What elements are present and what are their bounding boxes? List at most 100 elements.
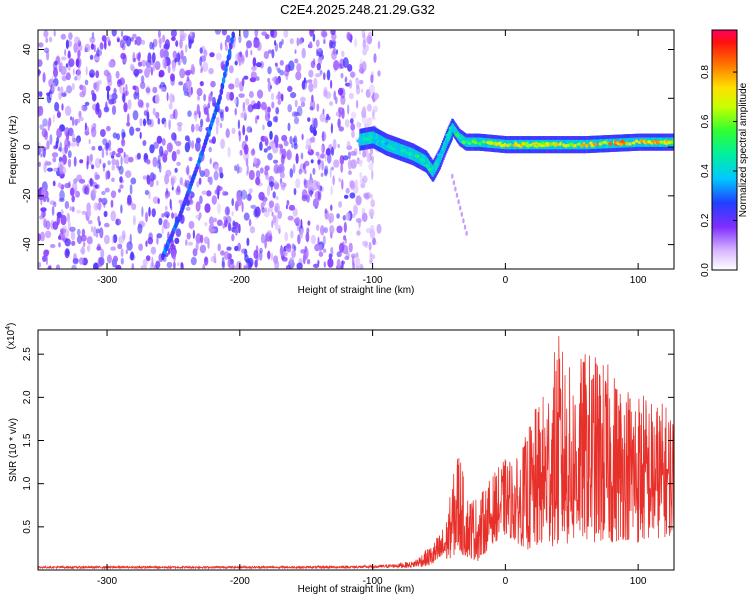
spectrogram-noise-blob: [187, 241, 194, 246]
spectrogram-noise-blob: [246, 237, 250, 247]
spectrogram-noise-blob: [71, 240, 76, 246]
spectrogram-noise-blob: [343, 235, 347, 241]
spectrogram-noise-blob: [198, 177, 202, 185]
spectrogram-noise-blob: [43, 30, 49, 38]
spectrogram-noise-blob: [336, 49, 338, 55]
spectrogram-noise-blob: [215, 116, 220, 127]
spectrogram-noise-blob: [267, 77, 270, 83]
spectrogram-noise-blob: [112, 132, 118, 139]
spectrogram-noise-blob: [53, 67, 58, 78]
spectrogram-noise-blob: [377, 70, 381, 77]
spectrogram-noise-blob: [106, 254, 112, 264]
spectrogram-noise-blob: [39, 124, 44, 130]
spectrogram-noise-blob: [330, 204, 333, 211]
spectrogram-noise-blob: [238, 223, 241, 234]
spectrogram-noise-blob: [43, 162, 47, 173]
spectrogram-noise-blob: [126, 241, 133, 251]
spectrogram-noise-blob: [270, 92, 275, 101]
spectrogram-noise-blob: [166, 261, 173, 269]
spectrogram-noise-blob: [336, 213, 340, 219]
spectrogram-noise-blob: [313, 263, 320, 268]
spectrogram-noise-blob: [236, 163, 240, 174]
spectrogram-noise-blob: [117, 38, 120, 43]
spectrogram-noise-blob: [307, 220, 311, 226]
spectrogram-noise-blob: [81, 228, 86, 237]
spectrogram-noise-blob: [256, 115, 260, 120]
spectrogram-noise-blob: [58, 242, 61, 248]
spectrogram-noise-blob: [292, 208, 298, 217]
spectrogram-x-tick-label: 100: [630, 275, 647, 286]
spectrogram-noise-blob: [348, 170, 352, 176]
spectrogram-noise-blob: [132, 85, 137, 90]
signal-band: [456, 128, 458, 138]
snr-y-tick-label: 1.5: [22, 433, 33, 447]
spectrogram-noise-blob: [366, 44, 369, 52]
spectrogram-noise-blob: [119, 39, 124, 49]
spectrogram-noise-blob: [40, 231, 45, 242]
spectrogram-noise-blob: [231, 210, 234, 217]
signal-band: [425, 155, 427, 168]
spectrogram-noise-blob: [42, 72, 46, 83]
spectrogram-noise-blob: [150, 246, 157, 255]
spectrogram-noise-blob: [121, 128, 126, 140]
spectrogram-noise-blob: [152, 196, 160, 204]
spectrogram-noise-blob: [274, 202, 280, 213]
spectrogram-noise-blob: [249, 77, 257, 83]
spectrogram-noise-blob: [121, 95, 125, 101]
spectrogram-noise-blob: [345, 212, 351, 221]
snr-x-ticks: -300 -200 -100 0 100: [97, 330, 647, 587]
spectrogram-noise-blob: [153, 141, 159, 149]
colorbar-tick-label: 0.2: [700, 213, 711, 227]
spectrogram-noise-blob: [137, 99, 144, 108]
spectrogram-noise-blob: [63, 228, 70, 238]
spectrogram-noise-blob: [158, 217, 163, 226]
spectrogram-noise-blob: [57, 86, 61, 92]
spectrogram-noise-blob: [159, 145, 164, 157]
spectrogram-noise-blob: [185, 239, 188, 246]
spectrogram-noise-blob: [349, 192, 356, 199]
spectrogram-noise-blob: [38, 42, 44, 48]
spectrogram-streak-blob: [221, 76, 226, 84]
spectrogram-noise-blob: [243, 144, 249, 155]
spectrogram-noise-blob: [289, 38, 294, 45]
spectrogram-noise-blob: [74, 36, 81, 45]
spectrogram-noise-blob: [108, 98, 115, 105]
spectrogram-noise-blob: [367, 31, 373, 38]
signal-band: [612, 138, 614, 149]
spectrogram-noise-blob: [350, 123, 356, 131]
spectrogram-noise-blob: [249, 127, 253, 133]
spectrogram-noise-blob: [234, 165, 238, 172]
colorbar-tick-label: 0.0: [700, 263, 711, 277]
spectrogram-noise-blob: [76, 174, 83, 182]
spectrogram-noise-blob: [161, 138, 166, 146]
spectrogram-noise-blob: [154, 93, 160, 105]
spectrogram-noise-blob: [195, 233, 202, 244]
spectrogram-noise-blob: [234, 77, 240, 88]
spectrogram-noise-blob: [64, 144, 68, 154]
spectrogram-noise-blob: [259, 167, 264, 174]
spectrogram-noise-blob: [328, 253, 333, 260]
spectrogram-noise-blob: [260, 233, 266, 244]
spectrogram-noise-blob: [53, 77, 59, 87]
spectrogram-noise-blob: [129, 184, 133, 195]
spectrogram-noise-blob: [156, 236, 159, 245]
colorbar-tick-label: 0.4: [700, 164, 711, 178]
spectrogram-noise-blob: [330, 146, 335, 156]
spectrogram-noise-blob: [111, 158, 117, 166]
spectrogram-noise-blob: [370, 199, 376, 208]
spectrogram-noise-blob: [73, 156, 77, 167]
spectrogram-noise-blob: [209, 52, 215, 58]
spectrogram-noise-blob: [253, 208, 258, 218]
spectrogram-noise-blob: [54, 101, 60, 112]
spectrogram-noise-blob: [224, 206, 231, 216]
spectrogram-noise-blob: [138, 243, 144, 251]
spectrogram-noise-blob: [111, 177, 115, 182]
spectrogram-noise-blob: [90, 43, 95, 50]
spectrogram-noise-blob: [311, 136, 316, 143]
spectrogram-noise-blob: [167, 247, 171, 255]
spectrogram-noise-blob: [211, 195, 217, 205]
spectrogram-noise-blob: [97, 215, 100, 223]
spectrogram-noise-blob: [275, 141, 279, 149]
spectrogram-noise-blob: [136, 152, 141, 160]
spectrogram-noise-blob: [48, 264, 52, 269]
